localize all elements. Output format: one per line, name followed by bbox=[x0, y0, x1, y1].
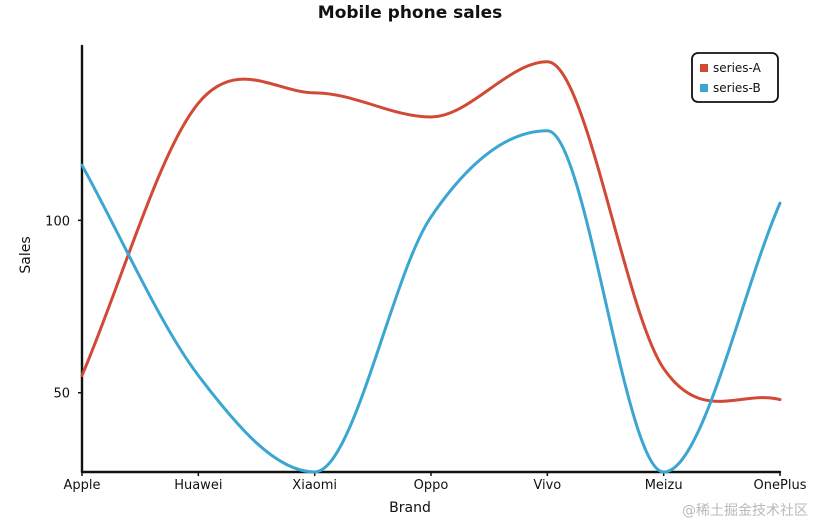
series-line-series-A bbox=[80, 60, 782, 403]
legend-swatch bbox=[700, 84, 708, 92]
x-axis-label: Brand bbox=[389, 500, 431, 516]
x-tick-label: Xiaomi bbox=[292, 478, 337, 493]
x-tick-label: OnePlus bbox=[754, 478, 807, 493]
watermark: @稀土掘金技术社区 bbox=[682, 503, 808, 519]
legend: series-A series-B bbox=[691, 52, 779, 103]
axes bbox=[80, 44, 782, 474]
chart-title: Mobile phone sales bbox=[318, 3, 502, 23]
y-axis-label: Sales bbox=[18, 236, 34, 273]
y-tick-label: 50 bbox=[53, 387, 70, 402]
x-tick-label: Apple bbox=[63, 478, 100, 493]
legend-box bbox=[691, 52, 779, 103]
series-line-series-B bbox=[80, 129, 782, 474]
x-tick-label: Huawei bbox=[174, 478, 222, 493]
x-tick-label: Vivo bbox=[533, 478, 561, 493]
legend-swatch bbox=[700, 64, 708, 72]
legend-entry: series-A bbox=[713, 61, 762, 75]
legend-entry: series-B bbox=[713, 81, 761, 95]
x-tick-label: Meizu bbox=[645, 478, 683, 493]
tick-labels: Apple Huawei Xiaomi Oppo Vivo Meizu OnePlus 50 1… bbox=[45, 214, 807, 493]
series-lines bbox=[80, 60, 782, 474]
y-tick-label: 100 bbox=[45, 214, 70, 229]
x-tick-label: Oppo bbox=[414, 478, 449, 493]
